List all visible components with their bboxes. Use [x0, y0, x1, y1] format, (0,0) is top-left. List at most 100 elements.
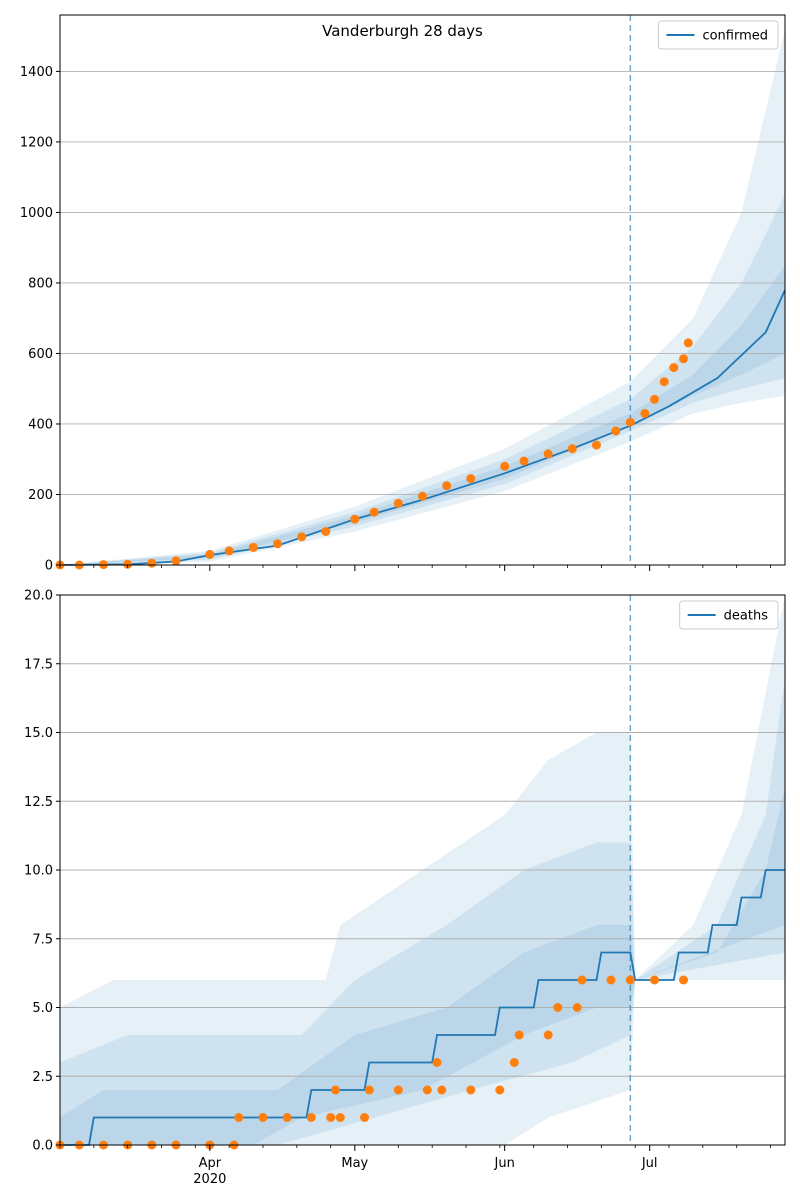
y-tick-label: 400: [28, 417, 53, 432]
observed-point: [205, 549, 215, 559]
observed-point: [369, 507, 379, 517]
uncertainty-band-3: [60, 787, 785, 1145]
x-tick-sublabel: 2020: [193, 1172, 226, 1187]
confirmed-y-ticks: 0 200 400 600 800 1000 1200 1400: [20, 65, 60, 574]
observed-point: [625, 417, 635, 427]
observed-point: [611, 426, 621, 436]
y-tick-label: 12.5: [24, 795, 53, 810]
observed-point: [572, 1003, 582, 1012]
y-tick-label: 600: [28, 347, 53, 362]
y-tick-label: 5.0: [32, 1001, 53, 1016]
y-tick-label: 0.0: [32, 1139, 53, 1154]
confirmed-series: [55, 289, 786, 570]
observed-point: [422, 1085, 432, 1095]
observed-point: [640, 408, 650, 418]
confirmed-x-ticks: [59, 565, 771, 571]
observed-point: [224, 546, 234, 556]
observed-point: [321, 527, 331, 536]
observed-point: [282, 1113, 292, 1122]
observed-point: [543, 449, 553, 459]
confirmed-grid: [60, 70, 785, 495]
observed-point: [553, 1003, 563, 1012]
observed-point: [669, 363, 679, 373]
observed-point: [650, 975, 659, 985]
y-tick-label: 17.5: [24, 657, 53, 672]
observed-point: [335, 1113, 345, 1122]
observed-point: [393, 1085, 403, 1095]
observed-point: [567, 444, 577, 454]
observed-point: [577, 975, 587, 985]
series-line-deaths: [60, 869, 785, 1146]
observed-point: [248, 542, 258, 552]
y-tick-label: 10.0: [24, 864, 53, 879]
observed-point: [519, 456, 529, 466]
deaths-y-ticks: 0.0 2.5 5.0 7.5 10.0 12.5 15.0 17.5 20.0: [24, 589, 60, 1154]
y-tick-label: 1400: [20, 65, 53, 80]
legend-box: [657, 20, 779, 50]
observed-point: [360, 1113, 369, 1122]
observed-point: [442, 481, 452, 491]
observed-point: [543, 1030, 553, 1040]
y-tick-label: 1200: [20, 135, 53, 150]
x-tick-label: Apr: [199, 1156, 222, 1171]
confirmed-panel: 0 200 400 600 800 1000 1200 1400 Vanderburgh 28…: [20, 14, 786, 574]
observed-point: [331, 1085, 340, 1095]
confirmed-legend: confirmed: [657, 20, 779, 50]
deaths-legend: deaths: [679, 600, 779, 630]
observed-point: [466, 1085, 476, 1095]
observed-point: [500, 461, 510, 471]
legend-box: [679, 600, 779, 630]
confirmed-bands: [60, 29, 785, 566]
observed-point: [234, 1113, 244, 1122]
observed-point: [514, 1030, 524, 1040]
observed-point: [659, 377, 669, 387]
x-tick-label: Jun: [494, 1156, 515, 1171]
observed-point: [147, 558, 157, 568]
y-tick-label: 0: [45, 559, 53, 574]
observed-point: [432, 1058, 442, 1067]
observed-point: [258, 1113, 268, 1122]
observed-point: [679, 354, 688, 364]
observed-point: [466, 474, 476, 484]
y-tick-label: 200: [28, 488, 53, 503]
observed-point: [273, 539, 282, 549]
y-tick-label: 2.5: [32, 1070, 53, 1085]
x-tick-label: May: [341, 1156, 368, 1171]
observed-point: [679, 975, 688, 985]
observed-point: [418, 491, 427, 501]
uncertainty-band-3: [60, 265, 785, 565]
confirmed-axes-frame: [59, 14, 786, 566]
observed-point: [606, 975, 616, 985]
uncertainty-band-1: [60, 29, 785, 566]
legend-label-deaths: deaths: [724, 609, 769, 624]
observed-point: [171, 556, 181, 566]
observed-point: [509, 1058, 519, 1067]
observed-point: [592, 440, 601, 450]
y-tick-label: 1000: [20, 206, 53, 221]
chart-title: Vanderburgh 28 days: [322, 22, 483, 40]
uncertainty-band-2: [60, 194, 785, 566]
observed-point: [350, 514, 360, 524]
observed-point: [495, 1085, 505, 1095]
x-tick-label: Jul: [641, 1156, 658, 1171]
legend-label-confirmed: confirmed: [702, 29, 768, 44]
observed-point: [650, 394, 659, 404]
observed-point: [306, 1113, 316, 1122]
y-tick-label: 20.0: [24, 589, 53, 604]
y-tick-label: 7.5: [32, 932, 53, 947]
observed-point: [297, 532, 307, 542]
observed-point: [326, 1113, 336, 1122]
observed-point: [437, 1085, 447, 1095]
y-tick-label: 15.0: [24, 726, 53, 741]
observed-point: [625, 975, 635, 985]
y-tick-label: 800: [28, 276, 53, 291]
series-line-confirmed: [59, 289, 786, 566]
observed-point: [364, 1085, 374, 1095]
observed-point: [123, 559, 133, 569]
uncertainty-band-2: [60, 677, 785, 1145]
observed-point: [683, 338, 693, 348]
deaths-series: [55, 869, 785, 1150]
observed-point: [393, 498, 403, 508]
